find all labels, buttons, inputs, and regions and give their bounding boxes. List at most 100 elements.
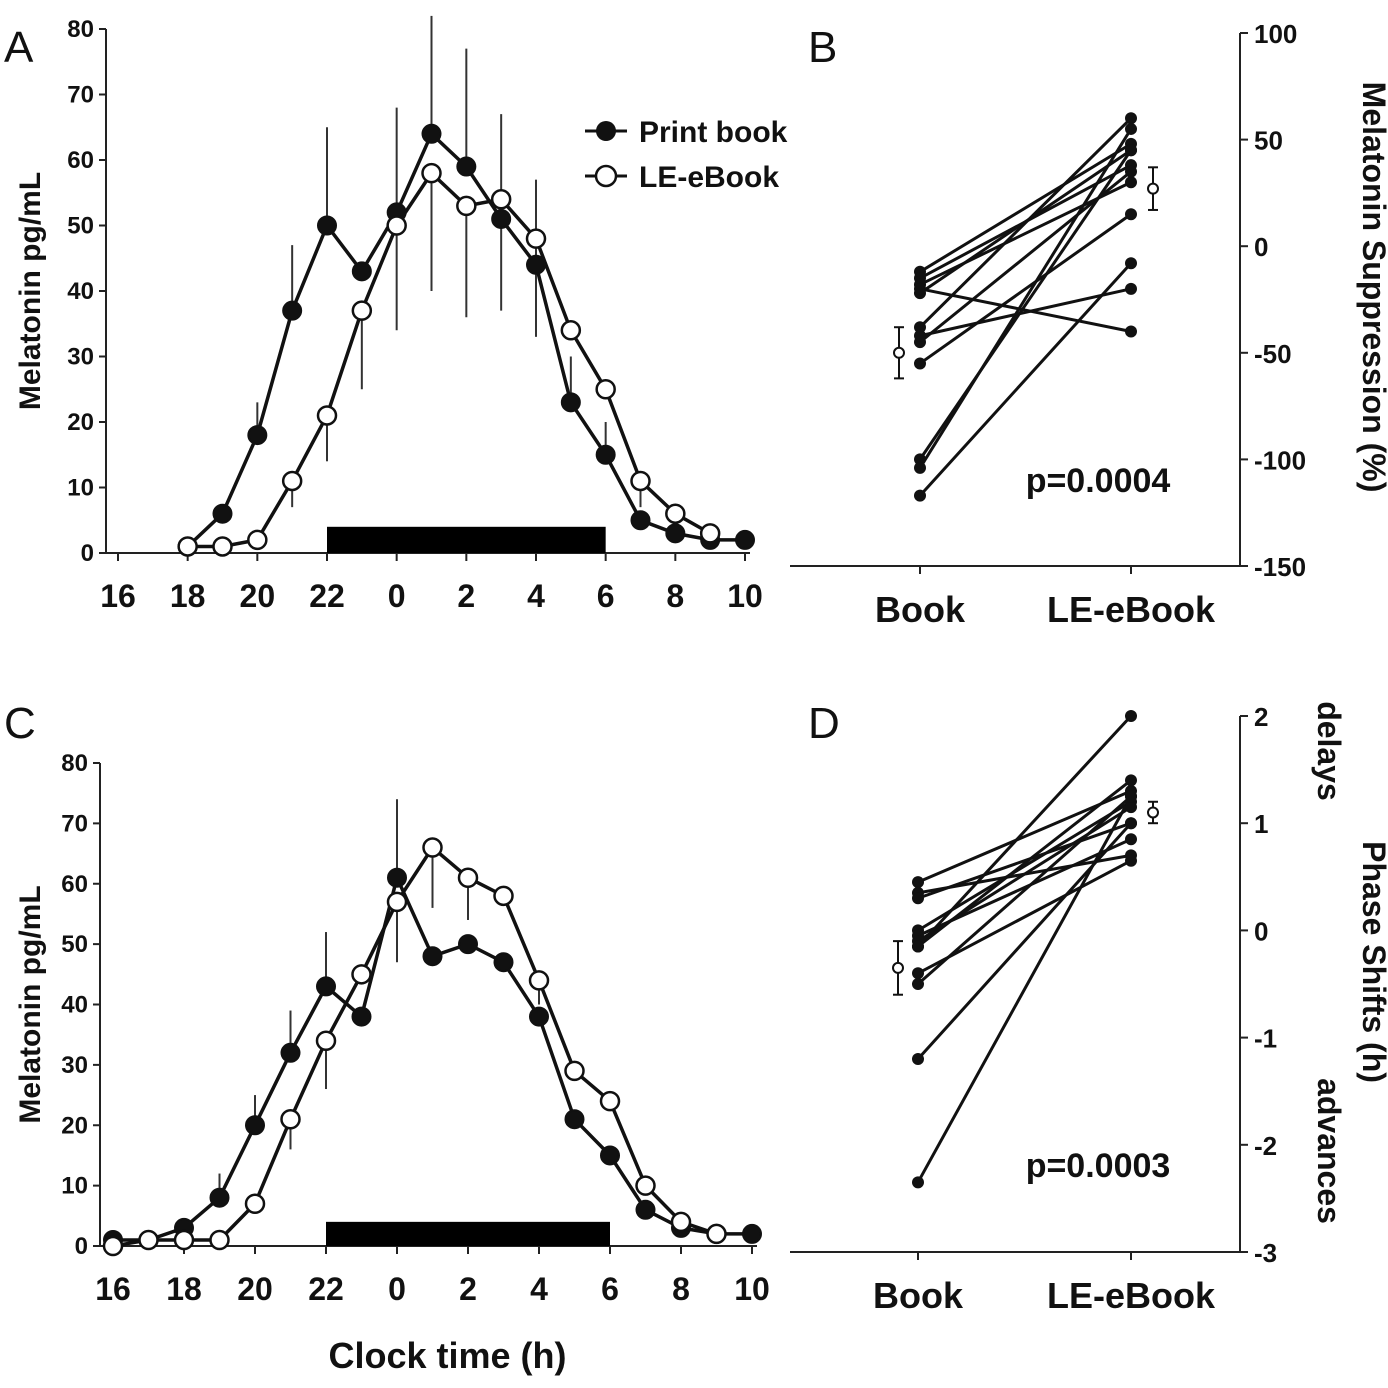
y-tick-label: 50 xyxy=(1254,126,1283,156)
y-tick-label: 70 xyxy=(67,82,94,109)
subject-line xyxy=(919,287,1132,333)
category-label: Book xyxy=(873,1275,964,1316)
data-point-print-book xyxy=(387,867,407,888)
subject-point-book xyxy=(914,357,926,370)
x-tick-label: 0 xyxy=(388,1271,406,1307)
subject-point-le-ebook xyxy=(1125,144,1137,157)
category-label: LE-eBook xyxy=(1047,589,1216,630)
data-point-print-book xyxy=(665,523,686,544)
subject-point-book xyxy=(914,282,926,295)
data-point-le-ebook xyxy=(316,405,338,426)
x-tick-label: 18 xyxy=(166,1271,202,1307)
y-tick-label: 10 xyxy=(67,475,94,502)
x-axis-label: Clock time (h) xyxy=(328,1335,566,1376)
subject-point-le-ebook xyxy=(1125,325,1137,338)
subject-point-book xyxy=(914,461,926,474)
panel-letter: B xyxy=(808,23,837,72)
dark-period-bar xyxy=(326,1221,610,1246)
p-value-annotation: p=0.0003 xyxy=(1026,1147,1171,1185)
data-point-le-ebook xyxy=(212,536,233,557)
y-tick-label: 30 xyxy=(61,1052,88,1079)
subject-point-book xyxy=(912,940,924,953)
data-point-print-book xyxy=(422,946,443,967)
y-tick-label: 80 xyxy=(67,16,94,43)
subject-point-le-ebook xyxy=(1125,801,1137,814)
data-point-le-ebook xyxy=(457,867,479,888)
data-point-print-book xyxy=(351,1006,372,1027)
data-point-le-ebook xyxy=(665,503,686,524)
data-point-print-book xyxy=(600,1145,620,1166)
y-tick-label: -3 xyxy=(1254,1238,1277,1268)
data-point-print-book xyxy=(529,1006,549,1027)
data-point-print-book xyxy=(317,215,337,236)
data-point-le-ebook xyxy=(630,470,651,492)
panel-b: B -150 -100 -50 0 50 100 Book LE-eBook Melatonin … xyxy=(790,19,1388,630)
legend-marker-le-ebook xyxy=(594,164,618,188)
x-tick-label: 8 xyxy=(672,1271,690,1307)
subject-line xyxy=(918,128,1133,469)
subject-point-book xyxy=(914,489,926,502)
y-tick-label: 100 xyxy=(1254,19,1297,49)
y-tick-label: 30 xyxy=(67,344,94,371)
data-point-le-ebook xyxy=(490,189,512,210)
panel-a: A 0 10 20 30 40 50 60 70 80 16 18 20 22 0 2 4 6 8 10 Melaton… xyxy=(4,15,788,614)
data-point-le-ebook xyxy=(315,1030,337,1051)
data-point-le-ebook xyxy=(421,162,442,184)
subject-line xyxy=(919,142,1132,274)
y-tick-label: 10 xyxy=(61,1173,88,1200)
x-tick-label: 4 xyxy=(527,578,545,614)
data-point-le-ebook xyxy=(599,1090,621,1112)
y-tick-label: -1 xyxy=(1254,1024,1277,1054)
data-point-print-book xyxy=(635,1199,656,1220)
subject-point-le-ebook xyxy=(1125,282,1137,295)
y-tick-label: 0 xyxy=(81,540,94,567)
x-tick-label: 22 xyxy=(309,578,345,614)
legend-label-print-book: Print book xyxy=(639,116,788,149)
mean-point-book xyxy=(893,346,905,359)
data-point-print-book xyxy=(595,444,616,465)
data-point-print-book xyxy=(630,510,651,531)
data-point-le-ebook xyxy=(177,536,198,557)
mean-point-le-ebook xyxy=(1147,806,1159,819)
subject-line xyxy=(916,714,1133,948)
series-line-le-ebook xyxy=(112,844,718,1248)
panel-d: D -3 -2 -1 0 1 2 Book LE-eBook Phase Shifts (h) de… xyxy=(790,699,1388,1316)
subject-line xyxy=(919,212,1132,365)
series-line-print-book xyxy=(113,872,752,1242)
data-point-print-book xyxy=(316,976,336,997)
y-tick-label: 1 xyxy=(1254,809,1268,839)
panel-letter: D xyxy=(808,699,840,748)
data-point-le-ebook xyxy=(209,1229,230,1251)
subject-line xyxy=(918,117,1133,329)
subject-point-le-ebook xyxy=(1125,176,1137,189)
data-point-le-ebook xyxy=(386,891,408,913)
data-point-le-ebook xyxy=(247,529,268,551)
y-tick-label: 50 xyxy=(61,931,88,958)
series-line-le-ebook xyxy=(187,170,712,549)
y-tick-label: 70 xyxy=(61,810,88,837)
y-axis-label: Melatonin pg/mL xyxy=(14,172,47,410)
p-value-annotation: p=0.0004 xyxy=(1026,462,1171,500)
panel-letter: A xyxy=(4,23,34,72)
data-point-print-book xyxy=(742,1223,762,1244)
data-point-le-ebook xyxy=(422,837,443,858)
subject-point-le-ebook xyxy=(1125,854,1137,867)
subject-line xyxy=(917,779,1132,948)
y-tick-label: 50 xyxy=(67,213,94,240)
x-tick-label: 4 xyxy=(530,1271,548,1307)
y-tick-label: 40 xyxy=(67,278,94,305)
x-tick-label: 8 xyxy=(666,578,684,614)
dark-period-bar xyxy=(327,526,606,553)
data-point-le-ebook xyxy=(493,885,514,907)
x-tick-label: 2 xyxy=(459,1271,477,1307)
data-point-print-book xyxy=(245,1115,265,1136)
y-axis-label: Phase Shifts (h) xyxy=(1356,841,1388,1083)
subject-point-book xyxy=(912,1176,924,1189)
subject-point-le-ebook xyxy=(1125,122,1137,135)
subject-line xyxy=(917,821,1132,900)
data-point-print-book xyxy=(458,934,478,955)
data-point-print-book xyxy=(526,254,546,275)
subject-line xyxy=(917,795,1132,986)
data-point-le-ebook xyxy=(281,470,303,492)
subject-line xyxy=(919,287,1132,338)
